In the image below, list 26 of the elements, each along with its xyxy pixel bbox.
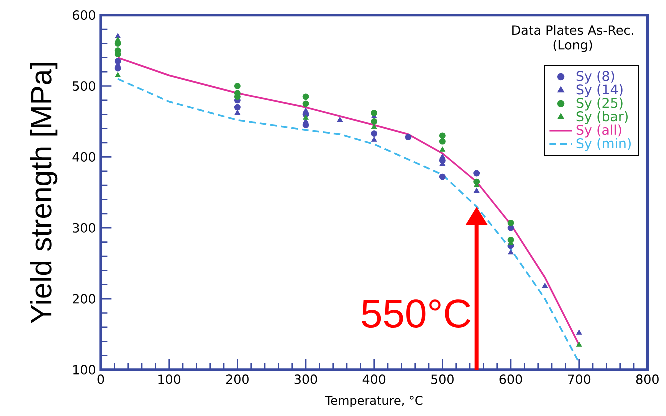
y-axis-title: Yield strength [MPa] [30, 63, 58, 324]
x-tick-label: 400 [362, 374, 386, 384]
legend-label: Sy (bar) [576, 111, 628, 124]
y-tick-label: 500 [73, 81, 96, 92]
legend-label: Sy (14) [576, 84, 623, 98]
y-tick-label: 100 [74, 365, 96, 375]
y-tick-label: 200 [73, 294, 96, 304]
x-tick-label: 0 [98, 374, 104, 384]
legend-label: Sy (25) [576, 98, 623, 111]
legend-label: Sy (min) [576, 138, 631, 152]
x-tick-label: 700 [568, 374, 591, 384]
annotation: 550°C [362, 300, 471, 328]
x-tick-label: 500 [432, 374, 454, 384]
y-tick-label: 300 [73, 223, 96, 233]
text: Data Plates As-Rec. [512, 25, 634, 36]
x-axis-title: Temperature, °C [325, 396, 423, 408]
x-tick-label: 800 [636, 374, 659, 384]
legend-label: Sy (8) [576, 70, 614, 84]
y-tick-label: 600 [73, 10, 96, 20]
text: (Long) [554, 40, 592, 52]
x-tick-label: 600 [500, 374, 522, 384]
legend-label: Sy (all) [576, 124, 622, 138]
x-tick-label: 200 [226, 374, 249, 384]
y-tick-label: 400 [72, 152, 96, 162]
x-tick-label: 300 [294, 374, 318, 384]
x-tick-label: 100 [158, 374, 181, 384]
